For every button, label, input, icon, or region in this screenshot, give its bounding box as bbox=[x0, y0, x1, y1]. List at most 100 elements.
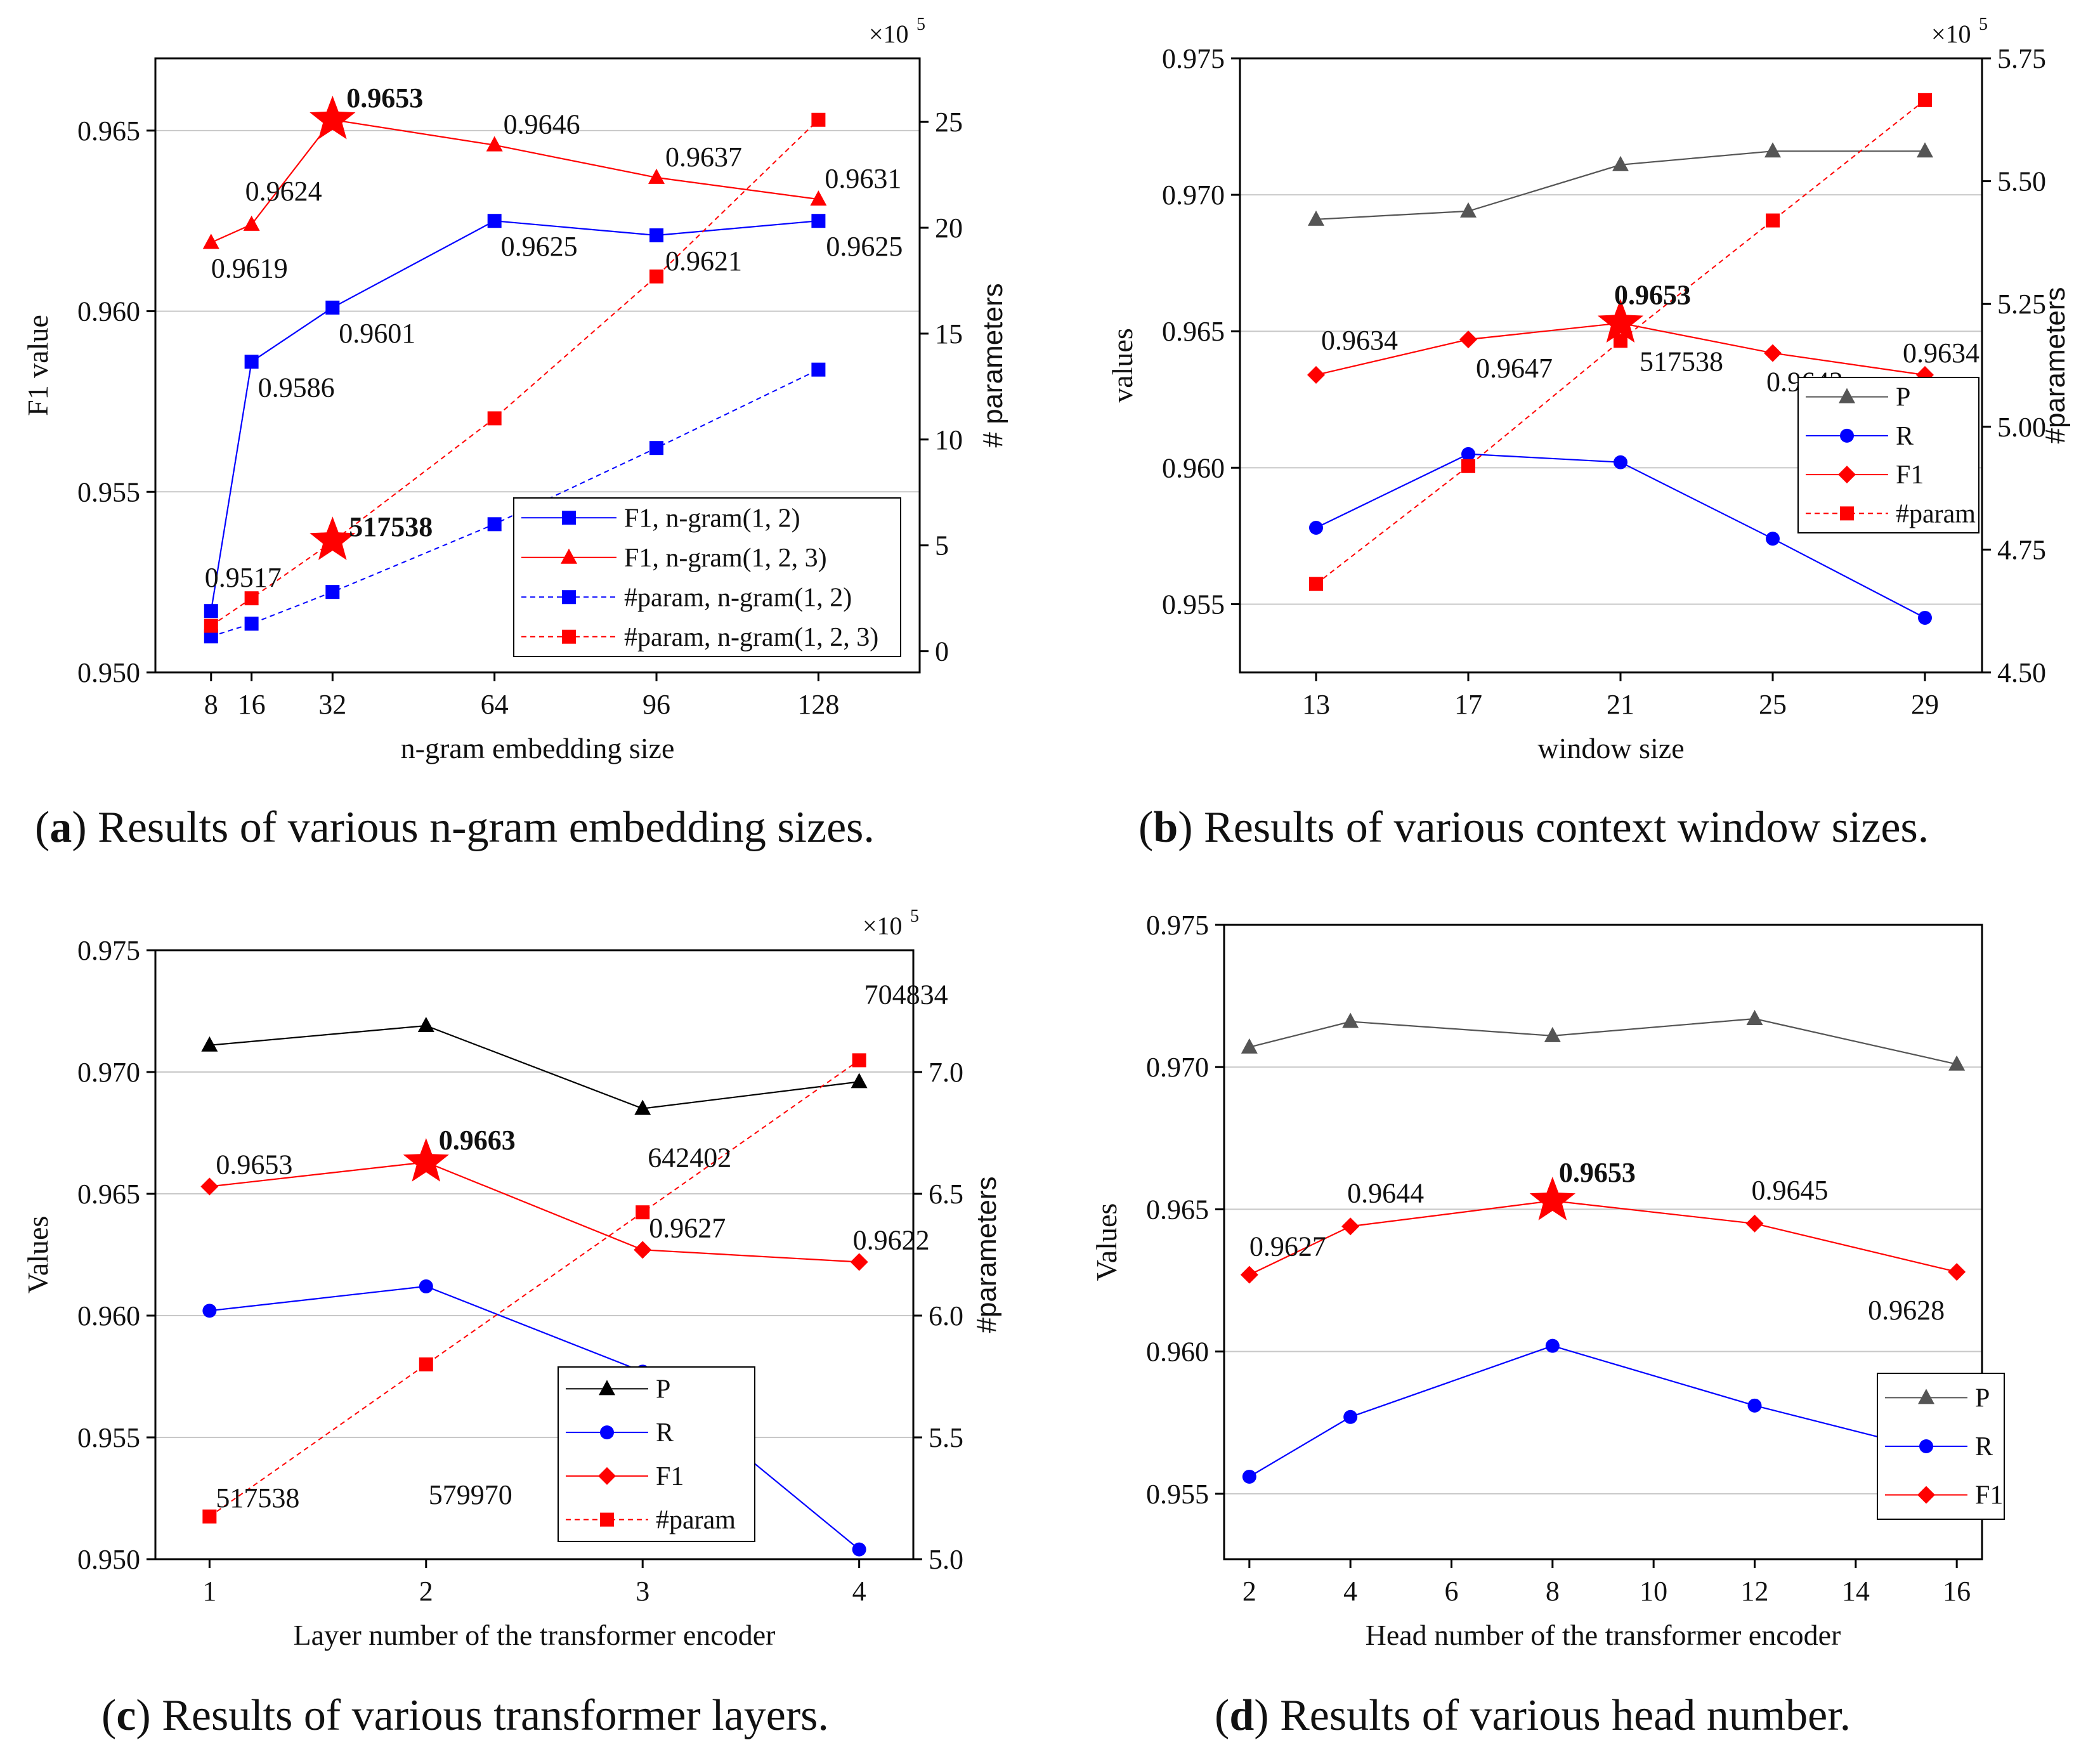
caption-c-letter: c bbox=[116, 1691, 136, 1740]
point-d-1-0 bbox=[1242, 1469, 1256, 1484]
plot-frame-c bbox=[154, 949, 915, 1560]
plot-frame-d bbox=[1223, 924, 1983, 1560]
caption-d-text: Results of various head number. bbox=[1268, 1691, 1851, 1740]
data-label-a-7: 0.9621 bbox=[665, 245, 742, 277]
y-tick-label-a-1: 0.955 bbox=[77, 476, 140, 507]
point-a-0-1 bbox=[244, 355, 259, 369]
y-axis-label-a: F1 value bbox=[22, 315, 54, 416]
y-tick-label-b-4: 0.975 bbox=[1162, 43, 1225, 74]
x-axis-label-d: Head number of the transformer encoder bbox=[1366, 1619, 1841, 1651]
y-tick-label-c-3: 0.965 bbox=[77, 1179, 140, 1210]
y2-tick-label-b-5: 5.75 bbox=[1997, 43, 2046, 74]
legend-a: F1, n-gram(1, 2) F1, n-gram(1, 2, 3) #para… bbox=[513, 497, 901, 657]
point-b-1-3 bbox=[1766, 532, 1780, 546]
caption-b-letter: b bbox=[1153, 803, 1178, 852]
point-b-2-0 bbox=[1307, 366, 1325, 384]
legend-marker-d-2 bbox=[1917, 1486, 1935, 1504]
caption-c-text: Results of various transformer layers. bbox=[150, 1691, 829, 1740]
point-b-1-1 bbox=[1461, 447, 1475, 461]
data-label-a-2: 0.9653 bbox=[346, 82, 423, 114]
data-label-d-2: 0.9653 bbox=[1559, 1157, 1636, 1188]
point-a-3-1 bbox=[244, 591, 259, 606]
y2-multiplier-a: ×10 bbox=[869, 20, 909, 48]
point-b-0-0 bbox=[1308, 210, 1324, 226]
data-label-c-2: 0.9627 bbox=[649, 1212, 726, 1243]
point-d-0-2 bbox=[1544, 1026, 1561, 1042]
y2-tick-label-c-1: 5.5 bbox=[929, 1422, 963, 1453]
point-a-1-0 bbox=[202, 233, 219, 249]
point-a-0-3 bbox=[487, 214, 502, 228]
point-a-2-0 bbox=[204, 629, 218, 644]
point-a-0-4 bbox=[649, 228, 664, 243]
series-line-a-0 bbox=[210, 220, 819, 611]
y2-tick-label-c-4: 7.0 bbox=[929, 1057, 963, 1088]
series-line-b-3 bbox=[1315, 100, 1926, 585]
plot-b: 0.955 0.960 0.965 0.970 0.975 13 17 21 25 29 4.50 4… bbox=[1106, 15, 2071, 764]
y2-tick-label-b-4: 5.50 bbox=[1997, 166, 2046, 197]
x-tick-label-a-5: 128 bbox=[797, 689, 839, 720]
data-label-a-4: 0.9637 bbox=[665, 141, 742, 173]
data-label-a-0: 0.9619 bbox=[211, 252, 288, 284]
x-tick-label-b-0: 13 bbox=[1302, 689, 1330, 720]
x-tick-label-d-2: 6 bbox=[1445, 1576, 1459, 1607]
plot-c: 0.950 0.955 0.960 0.965 0.970 0.975 1 2 3 4 5.0 5.5… bbox=[22, 906, 1002, 1651]
legend-box-b bbox=[1797, 377, 1979, 533]
point-a-2-2 bbox=[325, 585, 340, 599]
x-tick-label-d-0: 2 bbox=[1242, 1576, 1256, 1607]
data-label-a-11: 0.9517 bbox=[205, 562, 282, 593]
legend-marker-d-1 bbox=[1919, 1439, 1933, 1453]
y-tick-label-c-2: 0.960 bbox=[77, 1300, 140, 1331]
x-tick-label-b-1: 17 bbox=[1454, 689, 1482, 720]
point-a-2-3 bbox=[487, 517, 502, 532]
point-c-2-2 bbox=[634, 1241, 652, 1259]
y-tick-label-d-2: 0.965 bbox=[1146, 1194, 1209, 1225]
point-a-2-1 bbox=[244, 617, 259, 631]
legend-label-a-2: #param, n-gram(1, 2) bbox=[624, 583, 852, 612]
caption-a-text: Results of various n-gram embedding size… bbox=[86, 803, 875, 852]
point-b-3-0 bbox=[1309, 577, 1323, 591]
y-tick-label-b-0: 0.955 bbox=[1162, 589, 1225, 620]
highlight-star-a-1 bbox=[310, 516, 356, 560]
legend-marker-a-1 bbox=[561, 548, 577, 564]
point-a-0-2 bbox=[325, 300, 340, 315]
legend-marker-b-2 bbox=[1838, 466, 1856, 484]
plot-frame-b bbox=[1239, 57, 1983, 674]
x-tick-label-c-2: 3 bbox=[636, 1576, 649, 1607]
x-tick-label-d-3: 8 bbox=[1546, 1576, 1560, 1607]
y2-tick-label-b-0: 4.50 bbox=[1997, 657, 2046, 688]
point-b-0-1 bbox=[1460, 202, 1477, 218]
y2-tick-label-b-1: 4.75 bbox=[1997, 534, 2046, 565]
legend-label-b-2: F1 bbox=[1896, 461, 1924, 490]
data-label-a-10: 0.9586 bbox=[258, 372, 335, 403]
legend-label-b-3: #param bbox=[1896, 499, 1976, 528]
data-label-b-0: 0.9634 bbox=[1321, 325, 1398, 356]
point-d-1-1 bbox=[1343, 1409, 1358, 1424]
legend-label-a-0: F1, n-gram(1, 2) bbox=[624, 504, 800, 533]
point-d-0-4 bbox=[1948, 1055, 1966, 1071]
legend-label-c-2: F1 bbox=[656, 1462, 684, 1491]
point-b-2-3 bbox=[1764, 344, 1782, 362]
y2-tick-label-a-2: 10 bbox=[935, 424, 963, 455]
point-c-1-1 bbox=[419, 1279, 433, 1293]
x-tick-label-a-1: 16 bbox=[238, 689, 266, 720]
point-d-2-3 bbox=[1745, 1214, 1764, 1233]
data-label-d-1: 0.9644 bbox=[1347, 1177, 1424, 1208]
point-a-2-4 bbox=[649, 441, 664, 455]
y-tick-label-c-1: 0.955 bbox=[77, 1422, 140, 1453]
point-d-2-1 bbox=[1341, 1217, 1360, 1236]
point-d-2-0 bbox=[1240, 1265, 1258, 1284]
point-d-1-3 bbox=[1747, 1398, 1762, 1413]
data-label-a-3: 0.9646 bbox=[504, 109, 580, 140]
point-a-3-3 bbox=[487, 411, 502, 426]
point-a-1-4 bbox=[648, 168, 665, 184]
point-b-0-4 bbox=[1917, 142, 1933, 158]
x-tick-label-d-4: 10 bbox=[1640, 1576, 1667, 1607]
point-a-1-3 bbox=[486, 136, 503, 152]
point-c-3-2 bbox=[636, 1205, 650, 1220]
y-tick-label-d-3: 0.970 bbox=[1146, 1052, 1209, 1083]
y2-tick-label-c-3: 6.5 bbox=[929, 1179, 963, 1210]
y-tick-label-b-3: 0.970 bbox=[1162, 180, 1225, 211]
x-tick-label-a-2: 32 bbox=[318, 689, 346, 720]
highlight-star-a-0 bbox=[310, 95, 356, 140]
